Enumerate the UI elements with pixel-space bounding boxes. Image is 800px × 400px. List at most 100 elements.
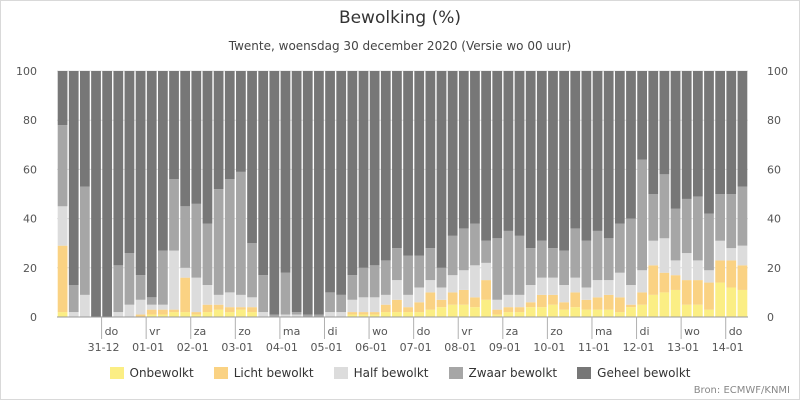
bar-segment-zwaar-bewolkt <box>392 248 402 281</box>
bar-segment-geheel-bewolkt <box>481 71 491 241</box>
legend-item: Onbewolkt <box>109 366 194 380</box>
bar-segment-zwaar-bewolkt <box>447 235 458 276</box>
bar-segment-onbewolkt <box>648 294 659 317</box>
bar-segment-zwaar-bewolkt <box>224 179 235 293</box>
legend-swatch <box>109 367 124 379</box>
bar-segment-onbewolkt <box>503 312 514 317</box>
bar-segment-geheel-bewolkt <box>492 71 503 239</box>
bar-segment-zwaar-bewolkt <box>135 275 146 300</box>
bar-segment-onbewolkt <box>146 314 157 317</box>
bar-segment-licht-bewolkt <box>57 245 68 313</box>
bar-segment-licht-bewolkt <box>692 280 703 305</box>
x-tick-day: wo <box>372 325 388 338</box>
bar-segment-zwaar-bewolkt <box>414 255 425 288</box>
x-tick-day: ma <box>595 325 612 338</box>
bar-segment-licht-bewolkt <box>525 302 536 308</box>
x-tick-date: 10-01 <box>533 341 565 354</box>
bar-segment-onbewolkt <box>681 304 692 317</box>
bar-segment-geheel-bewolkt <box>425 71 436 249</box>
bar-segment-geheel-bewolkt <box>68 71 79 286</box>
bar-segment-licht-bewolkt <box>236 307 246 310</box>
bar-segment-zwaar-bewolkt <box>336 294 347 313</box>
bar-segment-zwaar-bewolkt <box>570 228 581 278</box>
bar-segment-geheel-bewolkt <box>180 71 191 207</box>
legend-swatch <box>213 367 228 379</box>
legend-swatch <box>333 367 348 379</box>
bar-segment-onbewolkt <box>169 312 179 317</box>
bar-segment-licht-bewolkt <box>247 307 257 313</box>
bar-segment-onbewolkt <box>213 309 224 317</box>
bar-segment-geheel-bewolkt <box>637 71 647 160</box>
y-tick-label-right: 20 <box>767 262 781 275</box>
bar-segment-onbewolkt <box>570 307 581 317</box>
bar-segment-zwaar-bewolkt <box>146 297 157 305</box>
bar-segment-onbewolkt <box>436 307 447 317</box>
bar-segment-geheel-bewolkt <box>525 71 536 249</box>
x-tick-date: 03-01 <box>221 341 253 354</box>
bar-segment-zwaar-bewolkt <box>158 250 168 305</box>
bar-segment-half-bewolkt <box>280 314 291 317</box>
bar-segment-geheel-bewolkt <box>458 71 469 229</box>
bar-segment-zwaar-bewolkt <box>436 267 447 288</box>
bar-segment-geheel-bewolkt <box>213 71 224 190</box>
bar-segment-zwaar-bewolkt <box>704 213 714 271</box>
bar-segment-onbewolkt <box>525 307 536 317</box>
y-tick-label-right: 80 <box>767 114 781 127</box>
bar-segment-onbewolkt <box>559 309 569 317</box>
x-tick-date: 08-01 <box>444 341 476 354</box>
bar-segment-onbewolkt <box>492 314 503 317</box>
bar-segment-licht-bewolkt <box>570 292 581 308</box>
bar-segment-geheel-bewolkt <box>436 71 447 268</box>
bar-segment-licht-bewolkt <box>536 294 547 308</box>
bar-segment-licht-bewolkt <box>681 280 692 305</box>
y-tick-label-right: 40 <box>767 213 781 226</box>
bar-segment-zwaar-bewolkt <box>314 314 324 317</box>
x-tick-date: 31-12 <box>88 341 120 354</box>
bar-segment-onbewolkt <box>592 309 603 317</box>
bar-segment-licht-bewolkt <box>614 297 625 313</box>
bar-segment-geheel-bewolkt <box>158 71 168 251</box>
bar-segment-half-bewolkt <box>291 314 302 317</box>
bar-segment-geheel-bewolkt <box>648 71 659 194</box>
bar-segment-licht-bewolkt <box>648 265 659 295</box>
bar-segment-half-bewolkt <box>236 294 246 308</box>
x-tick-day: di <box>640 325 650 338</box>
bar-segment-half-bewolkt <box>737 245 748 266</box>
bar-segment-half-bewolkt <box>503 294 514 308</box>
bar-segment-geheel-bewolkt <box>91 71 101 317</box>
bar-segment-half-bewolkt <box>347 299 358 313</box>
bar-segment-zwaar-bewolkt <box>124 253 135 305</box>
bar-segment-half-bewolkt <box>447 275 458 293</box>
bar-segment-half-bewolkt <box>113 312 124 317</box>
bar-segment-onbewolkt <box>414 312 425 317</box>
bar-segment-half-bewolkt <box>169 250 179 310</box>
bar-segment-geheel-bewolkt <box>369 71 380 266</box>
y-tick-label-left: 60 <box>23 163 37 176</box>
bar-segment-licht-bewolkt <box>726 260 737 288</box>
bar-segment-licht-bewolkt <box>392 299 402 313</box>
bar-segment-licht-bewolkt <box>581 299 592 310</box>
bar-segment-half-bewolkt <box>202 285 213 305</box>
bar-segment-geheel-bewolkt <box>191 71 202 204</box>
bar-segment-licht-bewolkt <box>169 309 179 313</box>
y-tick-label-left: 40 <box>23 213 37 226</box>
bar-segment-geheel-bewolkt <box>124 71 135 254</box>
bar-segment-licht-bewolkt <box>358 312 369 315</box>
bar-segment-licht-bewolkt <box>626 304 636 308</box>
bar-segment-onbewolkt <box>224 312 235 317</box>
bar-segment-onbewolkt <box>514 312 525 317</box>
bar-segment-geheel-bewolkt <box>704 71 714 214</box>
source-note: Bron: ECMWF/KNMI <box>693 385 790 396</box>
legend-swatch <box>448 367 463 379</box>
bar-segment-zwaar-bewolkt <box>247 243 257 298</box>
bar-segment-licht-bewolkt <box>637 292 647 305</box>
bar-segment-geheel-bewolkt <box>314 71 324 315</box>
bar-segment-onbewolkt <box>425 309 436 317</box>
bar-segment-zwaar-bewolkt <box>726 194 737 249</box>
bar-segment-geheel-bewolkt <box>403 71 413 256</box>
bar-segment-half-bewolkt <box>525 285 536 303</box>
bar-segment-half-bewolkt <box>704 270 714 283</box>
bar-segment-half-bewolkt <box>146 304 157 310</box>
bar-segment-zwaar-bewolkt <box>191 203 202 278</box>
bar-segment-onbewolkt <box>57 312 68 317</box>
